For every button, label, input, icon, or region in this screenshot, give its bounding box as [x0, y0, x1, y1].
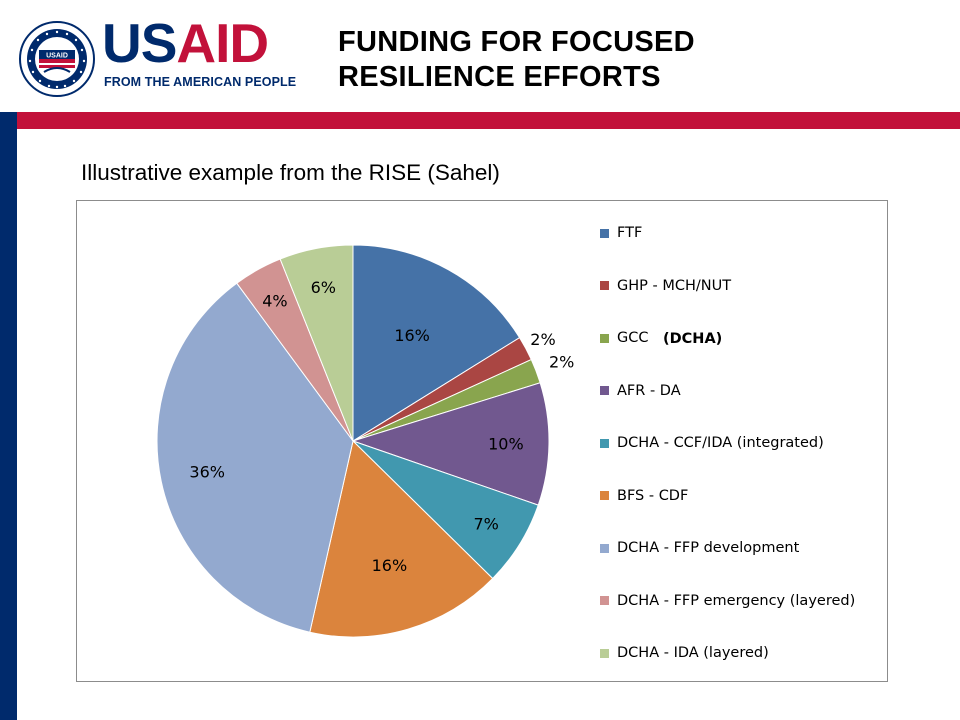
slice-data-label: 36% — [189, 463, 225, 482]
slice-data-label: 10% — [488, 434, 524, 453]
left-accent-bar — [0, 112, 17, 720]
legend-label: FTF — [617, 225, 643, 241]
legend-swatch — [600, 281, 609, 290]
header: USAID USAID FROM THE AMERICAN PEOPLE FUN… — [0, 0, 960, 112]
slice-data-label: 2% — [530, 330, 555, 349]
pie-slice-dcha-ida-layered[interactable] — [279, 244, 354, 442]
header-divider — [0, 112, 960, 129]
legend-item[interactable]: FTF — [600, 223, 642, 243]
page-title: FUNDING FOR FOCUSED RESILIENCE EFFORTS — [338, 25, 695, 95]
pie-slice-afr-da[interactable] — [351, 382, 550, 506]
slice-data-label: 4% — [262, 292, 287, 311]
logo-tagline: FROM THE AMERICAN PEOPLE — [104, 75, 297, 89]
legend-item[interactable]: DCHA - CCF/IDA (integrated) — [600, 433, 824, 453]
legend-item[interactable]: DCHA - FFP development — [600, 538, 799, 558]
dcha-annotation: (DCHA) — [663, 331, 723, 347]
pie-chart-frame: 16% 2% 2% 10% 7% 16% 36% 4% 6% FTF GHP - MCH/NUT G… — [76, 200, 888, 682]
legend-label: DCHA - FFP development — [617, 540, 800, 556]
legend-item[interactable]: GHP - MCH/NUT — [600, 276, 731, 296]
legend-label: DCHA - IDA (layered) — [617, 645, 769, 661]
usaid-seal-icon: USAID — [19, 21, 95, 97]
legend-label: GHP - MCH/NUT — [617, 277, 732, 294]
pie-slice-bfs-cdf[interactable] — [309, 440, 494, 638]
slice-data-label: 16% — [394, 326, 430, 345]
legend-swatch — [600, 596, 609, 605]
legend-label: DCHA - CCF/IDA (integrated) — [617, 435, 824, 451]
slice-data-label: 16% — [372, 556, 408, 575]
legend-label: BFS - CDF — [617, 487, 689, 504]
legend-swatch — [600, 333, 609, 343]
slice-data-label: 2% — [549, 352, 574, 371]
legend-label: AFR - DA — [617, 382, 681, 399]
slice-data-label: 7% — [474, 515, 499, 534]
legend-item[interactable]: DCHA - IDA (layered) — [600, 643, 769, 663]
slice-data-label: 6% — [311, 278, 336, 297]
pie-slice-ftf[interactable] — [352, 244, 521, 442]
legend-swatch — [600, 438, 609, 448]
legend-label: DCHA - FFP emergency (layered) — [617, 592, 856, 609]
legend-item[interactable]: BFS - CDF — [600, 486, 688, 506]
legend-swatch — [600, 648, 609, 658]
legend-swatch — [600, 543, 609, 553]
legend-item[interactable]: DCHA - FFP emergency (layered) — [600, 591, 855, 611]
legend-swatch — [600, 228, 609, 238]
usaid-logo[interactable]: USAID USAID FROM THE AMERICAN PEOPLE — [18, 16, 296, 100]
svg-text:USAID: USAID — [46, 53, 68, 60]
slide-subtitle: Illustrative example from the RISE (Sahe… — [81, 160, 500, 185]
legend-item[interactable]: AFR - DA — [600, 381, 681, 401]
usaid-wordmark: USAID — [102, 12, 269, 74]
legend-swatch — [600, 386, 609, 395]
legend-swatch — [600, 491, 609, 500]
legend-label: GCC — [617, 330, 649, 346]
title-line-1: FUNDING FOR FOCUSED — [338, 26, 695, 58]
pie-slice-dcha-ffp-development[interactable] — [156, 282, 354, 633]
pie-chart: 16% 2% 2% 10% 7% 16% 36% 4% 6% — [156, 244, 574, 638]
legend-item[interactable]: GCC — [600, 328, 649, 348]
title-line-2: RESILIENCE EFFORTS — [338, 61, 661, 93]
